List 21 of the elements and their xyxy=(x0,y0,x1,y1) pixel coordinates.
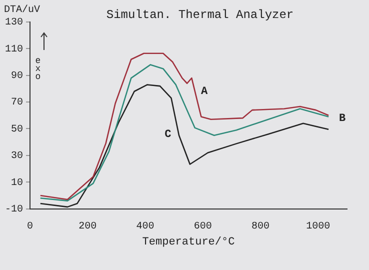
chart-title: Simultan. Thermal Analyzer xyxy=(106,8,294,22)
x-axis-title: Temperature/°C xyxy=(142,236,236,248)
y-tick-label: 130 xyxy=(4,18,24,29)
x-tick-label: 400 xyxy=(136,221,154,232)
y-tick-label: 70 xyxy=(10,98,24,109)
annotation: A xyxy=(201,86,208,98)
y-tick-label: 90 xyxy=(10,71,24,82)
y-tick-label: 10 xyxy=(10,178,24,189)
y-tick-label: 30 xyxy=(10,151,24,162)
annotation: B xyxy=(338,112,346,125)
x-tick-label: 0 xyxy=(26,221,34,232)
y-tick-label: 110 xyxy=(4,44,24,56)
x-tick-label: 1000 xyxy=(306,221,330,232)
x-tick-label: 800 xyxy=(252,221,270,232)
annotation: exo xyxy=(35,56,41,82)
y-tick-label: 50 xyxy=(10,124,24,136)
y-axis-title: DTA/uV xyxy=(4,4,40,16)
annotation: C xyxy=(164,128,172,141)
x-tick-label: 200 xyxy=(78,221,97,232)
y-tick-label: -10 xyxy=(4,204,24,216)
x-tick-label: 600 xyxy=(194,221,212,232)
